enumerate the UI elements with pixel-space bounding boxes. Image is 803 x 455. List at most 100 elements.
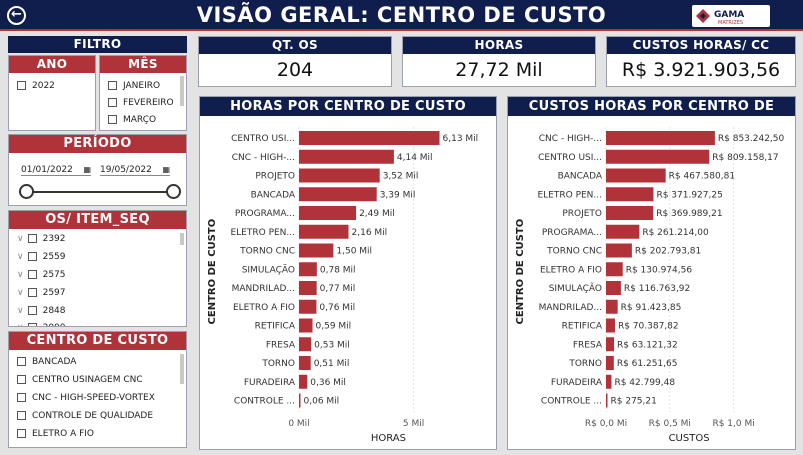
checkbox[interactable] (17, 393, 26, 402)
periodo-slider-end-handle[interactable] (166, 184, 181, 199)
back-arrow-icon[interactable]: ← (7, 6, 26, 25)
chart-1-bar[interactable] (606, 187, 654, 202)
os-option-2597[interactable]: ∨ 2597 (17, 288, 66, 298)
chart-0-data-label: 0,78 Mil (320, 265, 356, 275)
cc-option-centro-usinagem[interactable]: CENTRO USINAGEM CNC (17, 375, 143, 385)
expand-chevron-icon[interactable]: ∨ (17, 306, 24, 316)
chart-1-category-label: TORNO CNC (546, 247, 602, 257)
chart-1-data-label: R$ 202.793,81 (635, 247, 701, 257)
expand-chevron-icon[interactable]: ∨ (17, 252, 24, 262)
chart-1-bar[interactable] (606, 206, 654, 220)
checkbox[interactable] (108, 115, 117, 124)
expand-chevron-icon[interactable]: ∨ (17, 270, 24, 280)
chart-1-bar[interactable] (606, 356, 614, 370)
os-option-2392[interactable]: ∨ 2392 (17, 234, 66, 244)
os-option-2848[interactable]: ∨ 2848 (17, 306, 66, 316)
chart-1-data-label: R$ 809.158,17 (712, 153, 778, 163)
chart-custos-panel: CUSTOS HORAS POR CENTRO DE CUSTO R$ 0,0 … (507, 96, 796, 450)
chart-1-category-label: CNC - HIGH-... (539, 134, 602, 144)
chart-1-category-label: RETIFICA (562, 322, 603, 332)
chart-1-data-label: R$ 61.251,65 (617, 359, 678, 369)
cc-option-eletro-a-fio[interactable]: ELETRO A FIO (17, 429, 94, 439)
periodo-end-input[interactable]: 19/05/2022 ▦ (100, 165, 170, 176)
chart-1-bar[interactable] (606, 374, 612, 389)
chart-0-bar[interactable] (299, 374, 308, 389)
calendar-icon[interactable]: ▦ (162, 165, 170, 174)
expand-chevron-icon[interactable]: ∨ (17, 288, 24, 298)
chart-0-bar[interactable] (299, 224, 349, 239)
chart-1-bar[interactable] (606, 224, 640, 239)
company-logo: GAMA MATRIZES (692, 5, 770, 27)
checkbox[interactable] (17, 411, 26, 420)
chart-0-bar[interactable] (299, 243, 334, 258)
cc-option-cnc-high-speed[interactable]: CNC - HIGH-SPEED-VORTEX (17, 393, 155, 403)
chart-1-bar[interactable] (606, 318, 615, 333)
checkbox[interactable] (108, 81, 117, 90)
checkbox[interactable] (17, 81, 26, 90)
chart-0-data-label: 2,16 Mil (352, 228, 388, 238)
checkbox[interactable] (27, 252, 37, 261)
periodo-slider-start-handle[interactable] (19, 184, 34, 199)
periodo-start-input[interactable]: 01/01/2022 ▦ (21, 165, 91, 176)
chart-0-bar[interactable] (299, 262, 317, 277)
cc-option-controle-qualidade[interactable]: CONTROLE DE QUALIDADE (17, 411, 153, 421)
chart-0-bar[interactable] (299, 281, 317, 295)
os-option-2575[interactable]: ∨ 2575 (17, 270, 66, 280)
chart-1-category-label: ELETRO A FIO (540, 265, 602, 275)
kpi-qt-os-title: QT. OS (199, 37, 391, 54)
mes-option-janeiro[interactable]: JANEIRO (108, 81, 160, 91)
checkbox[interactable] (27, 323, 37, 326)
checkbox[interactable] (27, 306, 37, 315)
ano-option-2022[interactable]: 2022 (17, 81, 55, 91)
expand-chevron-icon[interactable]: ∨ (17, 234, 24, 244)
chart-0-bar[interactable] (299, 299, 317, 314)
chart-1-bar[interactable] (606, 281, 621, 295)
checkbox[interactable] (17, 375, 26, 384)
checkbox[interactable] (27, 288, 37, 297)
checkbox[interactable] (17, 429, 26, 438)
chart-0-bar[interactable] (299, 131, 440, 145)
chart-0-bar[interactable] (299, 337, 312, 352)
page-title: VISÃO GERAL: CENTRO DE CUSTO (196, 3, 607, 27)
mes-option-marco[interactable]: MARÇO (108, 115, 156, 125)
chart-0-bar[interactable] (299, 149, 394, 164)
chart-0-bar[interactable] (299, 168, 380, 183)
calendar-icon[interactable]: ▦ (83, 165, 91, 174)
chart-1-bar[interactable] (606, 337, 615, 352)
chart-0-bar[interactable] (299, 187, 377, 202)
expand-chevron-icon[interactable]: ∨ (17, 323, 24, 326)
kpi-horas: HORAS 27,72 Mil (402, 36, 596, 87)
cc-option-bancada[interactable]: BANCADA (17, 357, 76, 367)
os-scrollbar[interactable] (180, 233, 184, 245)
chart-1-bar[interactable] (606, 168, 666, 183)
kpi-qt-os: QT. OS 204 (198, 36, 392, 87)
chart-0-x-tick-label: 0 Mil (288, 419, 309, 429)
checkbox[interactable] (27, 270, 37, 279)
chart-0-bar[interactable] (299, 318, 313, 333)
chart-1-bar[interactable] (606, 243, 632, 258)
chart-1-bar[interactable] (606, 262, 623, 277)
logo-subtext: MATRIZES (718, 20, 743, 26)
checkbox[interactable] (27, 234, 37, 243)
checkbox[interactable] (17, 357, 26, 366)
periodo-slider-track[interactable] (27, 191, 173, 193)
chart-0-bar[interactable] (299, 393, 301, 408)
checkbox[interactable] (108, 98, 117, 107)
chart-0-bar[interactable] (299, 206, 357, 220)
chart-1-bar[interactable] (606, 393, 608, 408)
chart-1-x-tick-label: R$ 1,0 Mi (712, 419, 754, 429)
mes-scrollbar[interactable] (180, 76, 184, 106)
chart-1-data-label: R$ 275,21 (611, 397, 657, 407)
chart-1-bar[interactable] (606, 131, 715, 145)
chart-0-bar[interactable] (299, 356, 311, 370)
os-option-2559[interactable]: ∨ 2559 (17, 252, 66, 262)
chart-1-data-label: R$ 63.121,32 (617, 340, 678, 350)
mes-option-fevereiro[interactable]: FEVEREIRO (108, 98, 174, 108)
chart-1-bar[interactable] (606, 299, 618, 314)
os-option-2000[interactable]: ∨2000 (17, 323, 66, 326)
cc-scrollbar[interactable] (180, 354, 184, 384)
chart-0-y-axis-title: CENTRO DE CUSTO (207, 219, 218, 325)
chart-1-x-axis-title: CUSTOS (669, 433, 710, 444)
chart-1-bar[interactable] (606, 149, 710, 164)
